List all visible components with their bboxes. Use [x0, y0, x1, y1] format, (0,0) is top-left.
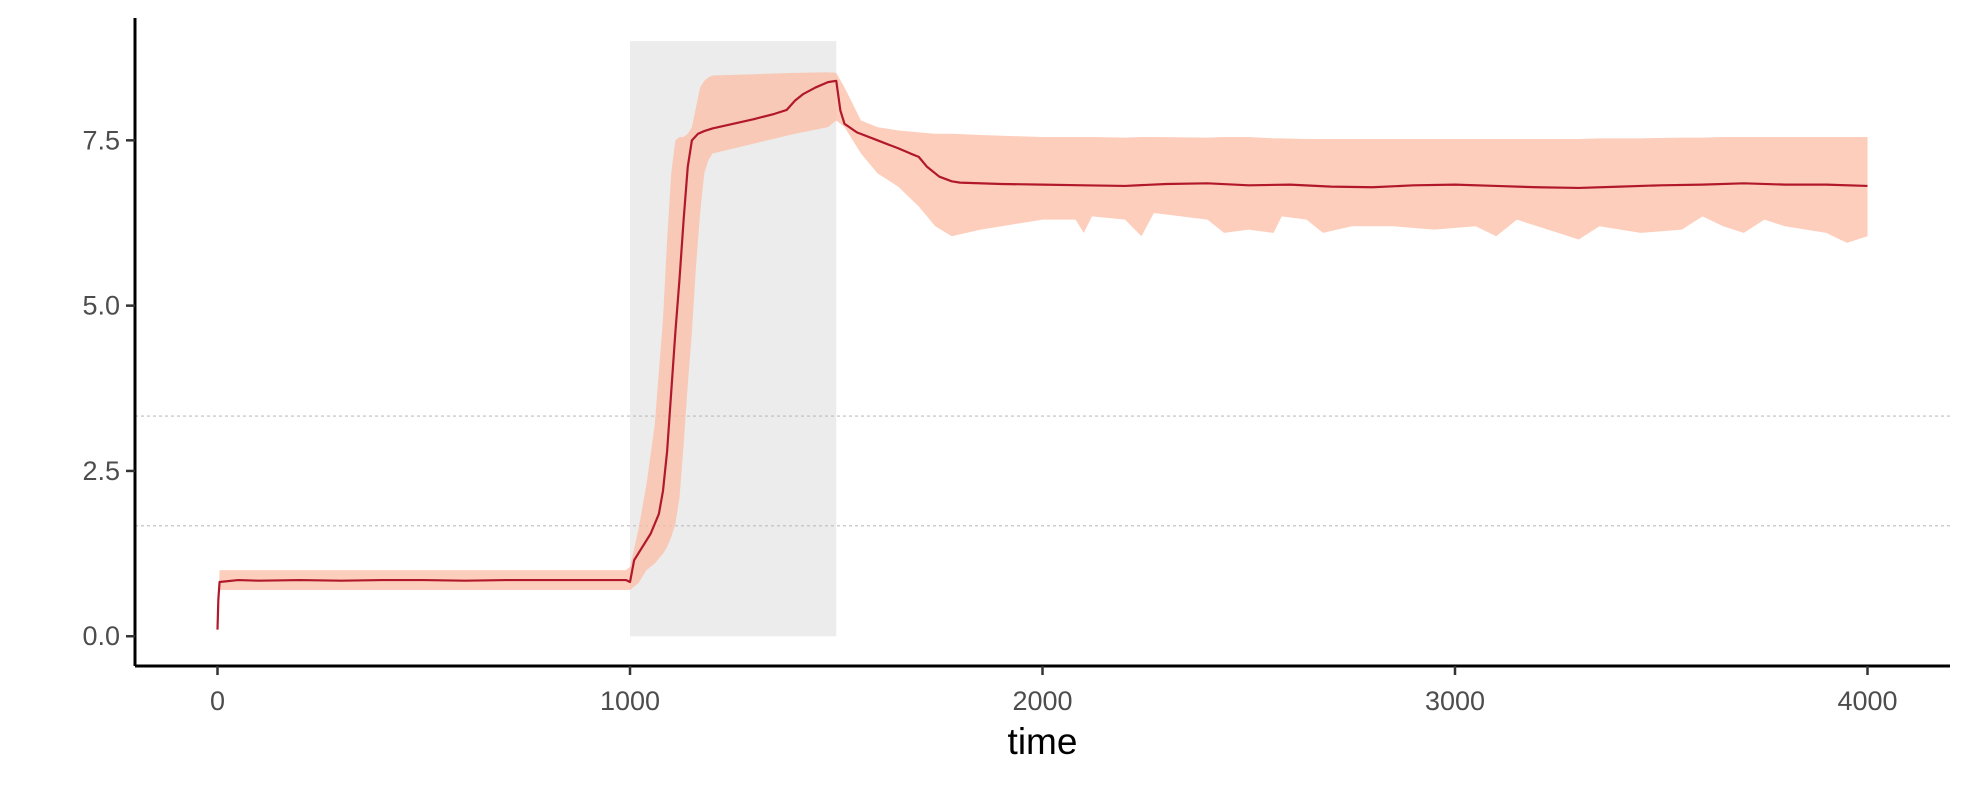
x-tick-label: 0 — [210, 686, 225, 716]
x-axis: 0 1000 2000 3000 4000 — [135, 664, 1950, 716]
y-tick-label: 7.5 — [82, 125, 120, 155]
x-tick-label: 3000 — [1425, 686, 1485, 716]
y-tick-label: 2.5 — [82, 456, 120, 486]
x-axis-title: time — [1008, 721, 1078, 762]
y-tick-label: 0.0 — [82, 621, 120, 651]
y-axis: 0.0 2.5 5.0 7.5 — [82, 18, 137, 666]
x-tick-label: 2000 — [1012, 686, 1072, 716]
x-tick-label: 1000 — [600, 686, 660, 716]
plot-area — [135, 41, 1950, 637]
confidence-band — [217, 72, 1868, 630]
x-tick-label: 4000 — [1837, 686, 1897, 716]
series-line — [216, 79, 1868, 630]
y-tick-label: 5.0 — [82, 291, 120, 321]
